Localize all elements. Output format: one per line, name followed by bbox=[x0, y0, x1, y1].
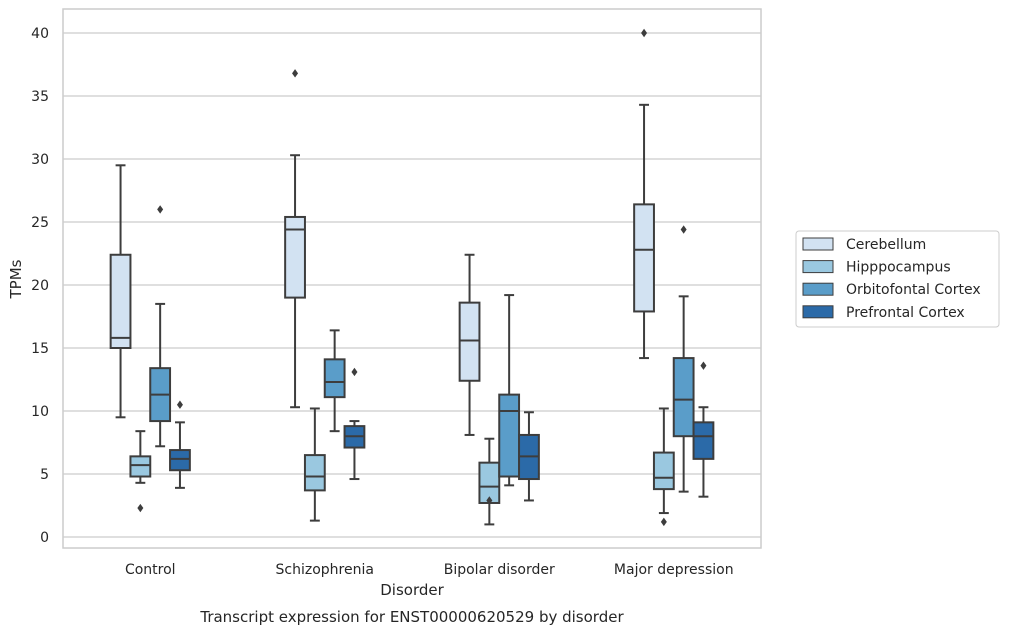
legend-swatch bbox=[802, 260, 834, 274]
box-iqr bbox=[109, 253, 132, 349]
y-tick-label: 15 bbox=[31, 341, 49, 357]
box-3-2 bbox=[518, 411, 540, 502]
outlier-point bbox=[157, 205, 164, 214]
chart-caption: Transcript expression for ENST0000062052… bbox=[199, 608, 624, 626]
outlier-point bbox=[486, 496, 493, 505]
box-2-3 bbox=[672, 225, 695, 493]
box-iqr bbox=[284, 215, 306, 299]
y-axis-ticks: 0 5 10 15 20 25 30 35 40 bbox=[31, 26, 49, 546]
box-0-1 bbox=[284, 69, 306, 409]
box-3-0 bbox=[169, 400, 191, 489]
box-iqr bbox=[303, 454, 326, 492]
box-iqr bbox=[129, 455, 152, 478]
y-axis-label: TPMs bbox=[7, 259, 25, 299]
x-tick-label: Schizophrenia bbox=[276, 562, 374, 578]
plot-area-frame bbox=[62, 8, 762, 549]
y-tick-label: 25 bbox=[31, 215, 49, 231]
box-0-2 bbox=[458, 253, 481, 436]
y-tick-label: 10 bbox=[31, 404, 49, 420]
x-axis-ticks: Control Schizophrenia Bipolar disorder Majo… bbox=[125, 562, 734, 578]
box-iqr bbox=[169, 449, 191, 472]
box-2-1 bbox=[323, 329, 346, 433]
y-tick-label: 20 bbox=[31, 278, 49, 294]
box-iqr bbox=[323, 358, 346, 399]
box-iqr bbox=[672, 357, 695, 438]
legend: Cerebellum Hipppocampus Orbitofontal Corte… bbox=[795, 230, 1000, 328]
outlier-point bbox=[292, 69, 299, 78]
legend-swatch bbox=[802, 282, 834, 296]
outlier-point bbox=[351, 367, 358, 377]
legend-label: Hipppocampus bbox=[846, 260, 951, 276]
outlier-point bbox=[176, 400, 183, 409]
legend-swatch bbox=[802, 305, 834, 319]
x-tick-label: Control bbox=[125, 562, 176, 578]
y-tick-label: 40 bbox=[31, 26, 49, 42]
box-1-3 bbox=[652, 407, 675, 527]
y-tick-label: 35 bbox=[31, 89, 49, 105]
x-axis-label: Disorder bbox=[380, 581, 444, 599]
legend-frame bbox=[795, 230, 1000, 328]
box-iqr bbox=[633, 203, 655, 313]
box-1-1 bbox=[303, 407, 326, 522]
box-2-0 bbox=[149, 205, 172, 448]
outlier-point bbox=[660, 517, 667, 527]
box-1-2 bbox=[478, 437, 501, 526]
box-0-3 bbox=[633, 28, 655, 360]
y-tick-label: 30 bbox=[31, 152, 49, 168]
boxes bbox=[109, 28, 715, 527]
box-iqr bbox=[652, 451, 675, 491]
box-2-2 bbox=[498, 294, 521, 487]
box-0-0 bbox=[109, 164, 132, 419]
x-tick-label: Bipolar disorder bbox=[444, 562, 555, 578]
y-tick-label: 5 bbox=[40, 467, 49, 483]
box-iqr bbox=[498, 393, 521, 478]
outlier-point bbox=[680, 225, 687, 234]
legend-label: Orbitofontal Cortex bbox=[846, 282, 981, 298]
outlier-point bbox=[137, 503, 144, 513]
box-3-3 bbox=[692, 361, 715, 498]
box-iqr bbox=[458, 301, 481, 382]
outlier-point bbox=[700, 361, 707, 370]
outlier-point bbox=[641, 28, 648, 38]
box-3-1 bbox=[343, 367, 366, 481]
box-iqr bbox=[692, 421, 715, 460]
x-tick-label: Major depression bbox=[614, 562, 734, 578]
box-1-0 bbox=[129, 430, 152, 513]
y-tick-label: 0 bbox=[40, 530, 49, 546]
legend-label: Cerebellum bbox=[846, 237, 926, 253]
legend-label: Prefrontal Cortex bbox=[846, 305, 965, 321]
legend-swatch bbox=[802, 237, 834, 251]
